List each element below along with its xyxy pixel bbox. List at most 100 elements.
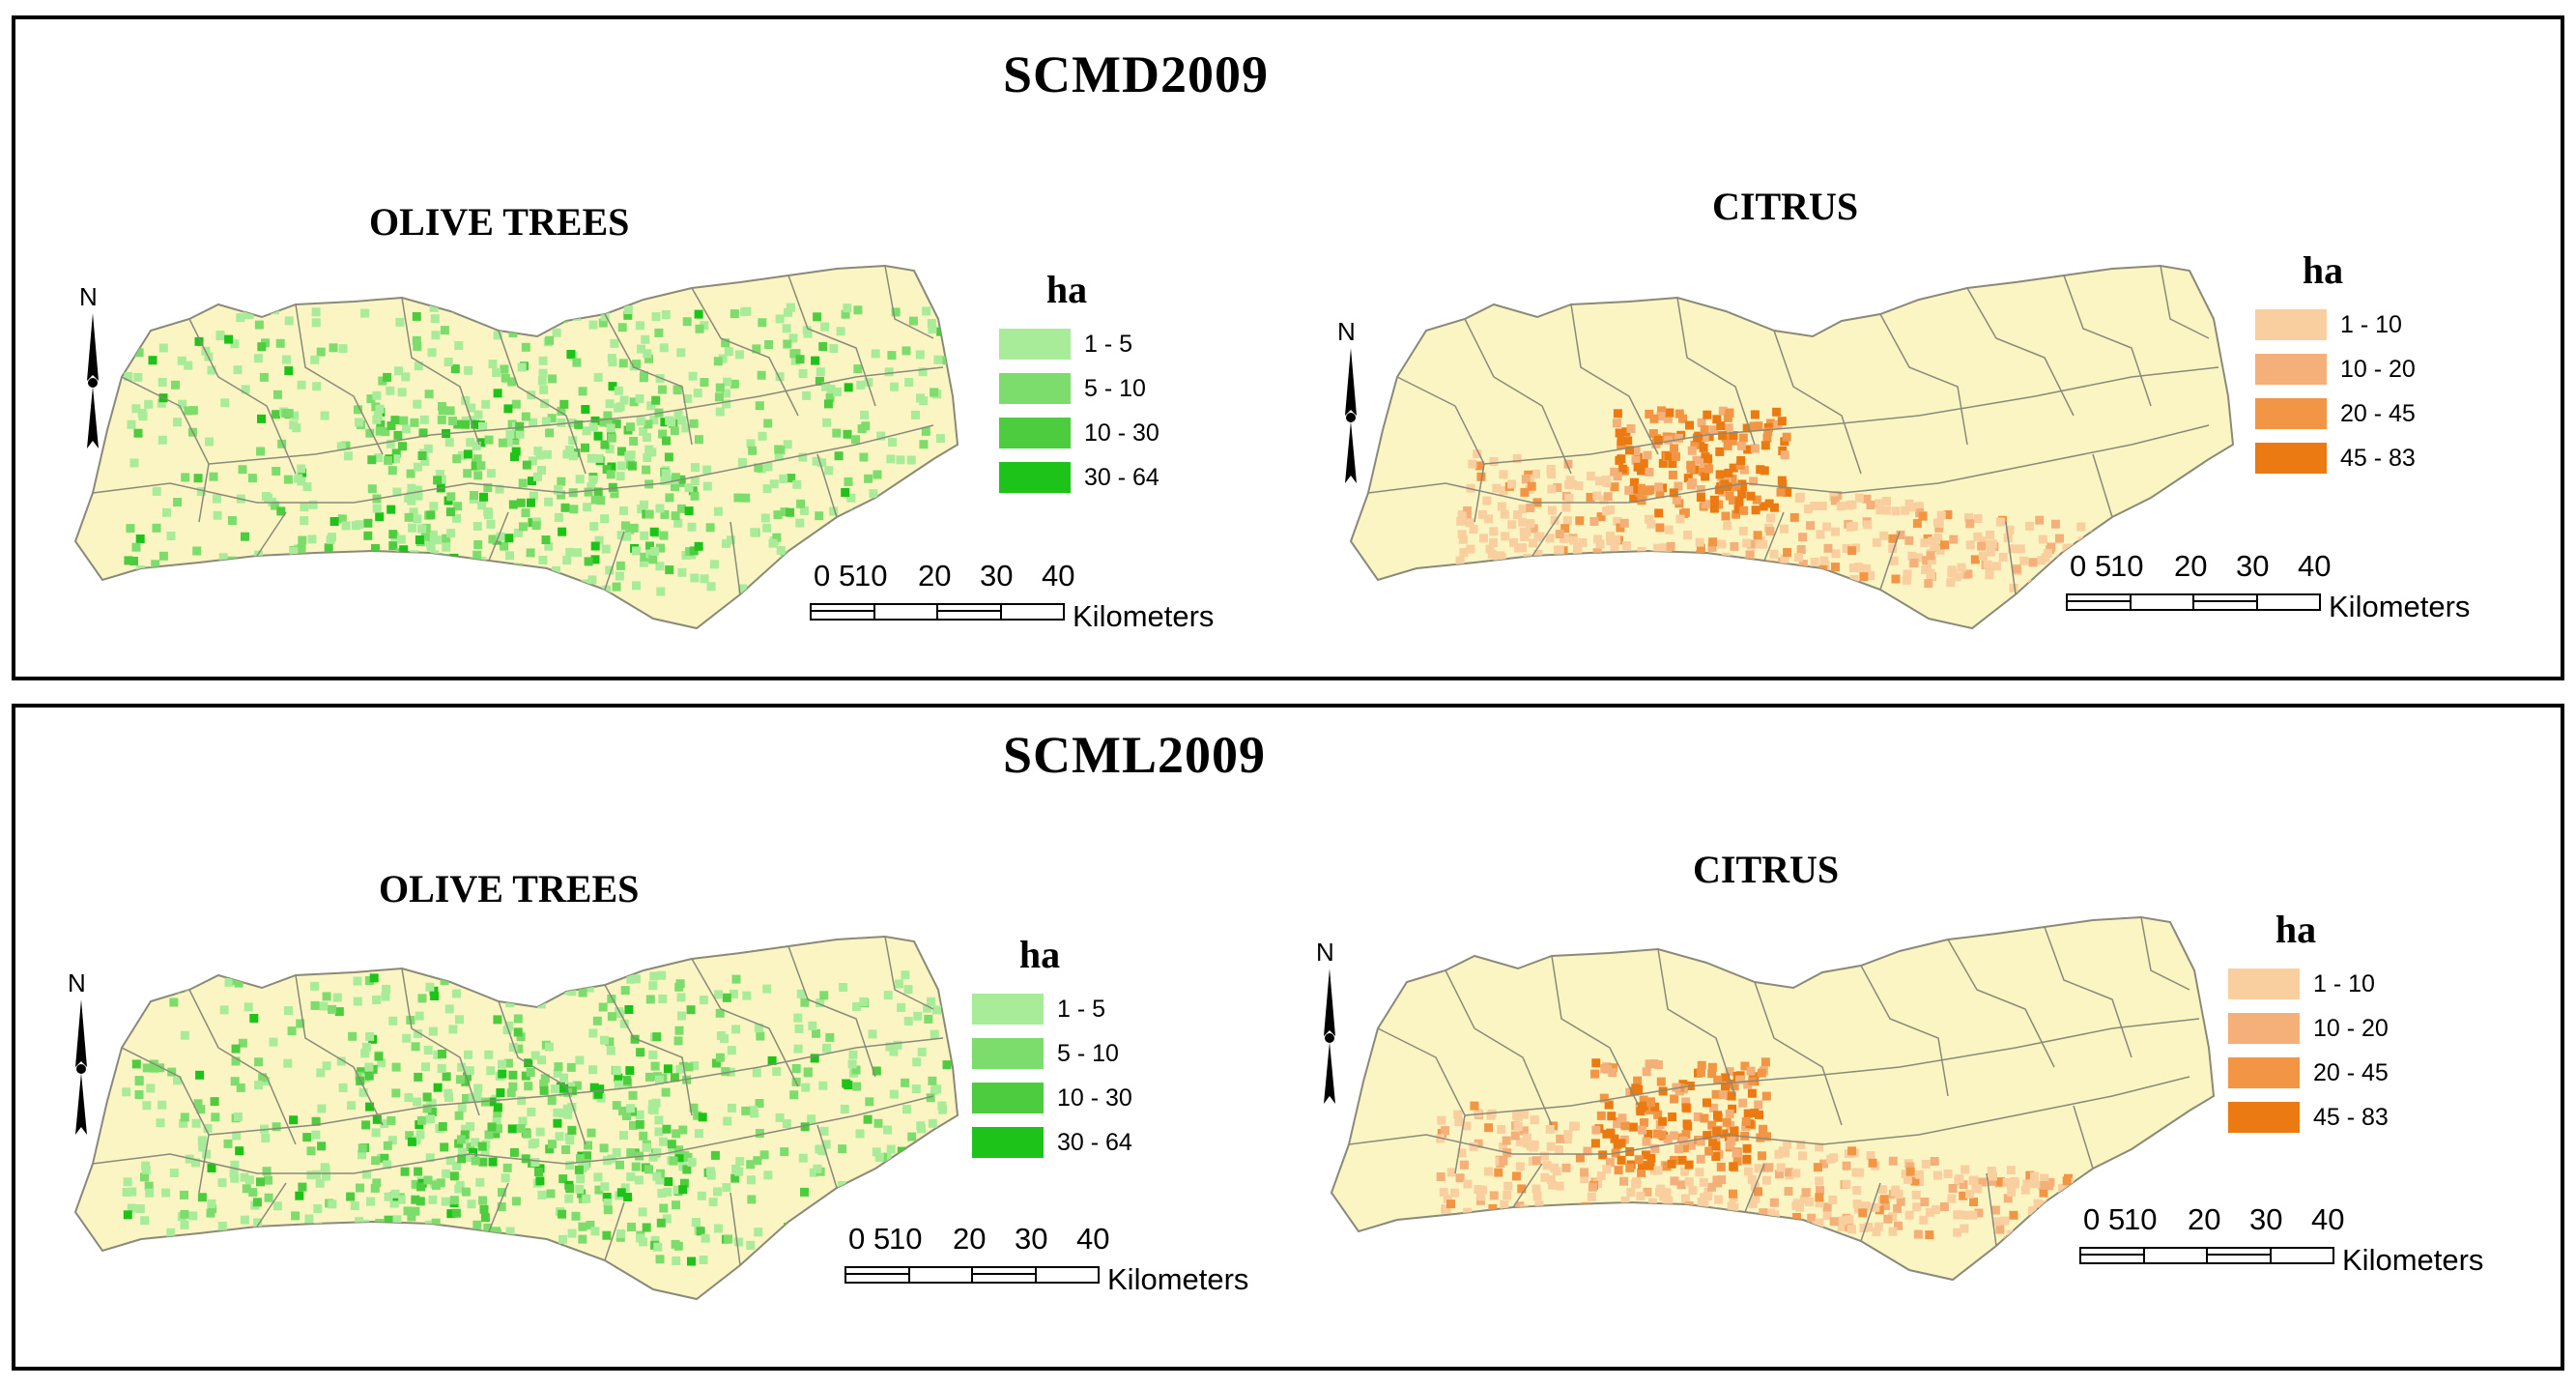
crop-cell (1878, 1185, 1887, 1195)
crop-cell (503, 581, 513, 591)
crop-cell (2025, 1170, 2035, 1180)
crop-cell (779, 474, 788, 483)
crop-cell (1842, 1161, 1851, 1170)
crop-cell (1563, 1130, 1573, 1140)
crop-cell (1872, 537, 1881, 547)
crop-cell (918, 1159, 928, 1169)
crop-cell (648, 981, 658, 991)
crop-cell (1455, 556, 1465, 565)
crop-cell (1653, 1060, 1663, 1070)
crop-cell (502, 1163, 512, 1172)
crop-cell (2123, 1182, 2132, 1192)
crop-cell (427, 1108, 437, 1116)
crop-cell (429, 303, 439, 312)
crop-cell (2101, 1180, 2110, 1190)
crop-cell (821, 382, 831, 391)
crop-cell (800, 1258, 810, 1268)
crop-cell (475, 1177, 485, 1187)
crop-cell (776, 545, 786, 555)
crop-cell (1532, 1192, 1542, 1201)
crop-cell (191, 1118, 201, 1128)
crop-cell (553, 1108, 562, 1117)
crop-cell (639, 500, 648, 509)
crop-cell (576, 1154, 585, 1164)
crop-cell (1443, 1194, 1452, 1203)
crop-cell (578, 988, 587, 997)
crop-cell (311, 318, 321, 328)
crop-cell (654, 1115, 664, 1125)
municipality-border (295, 303, 384, 455)
crop-cell (610, 338, 619, 348)
crop-cell (435, 470, 444, 479)
crop-cell (456, 565, 465, 575)
crop-cell (460, 1130, 470, 1140)
municipality-border (730, 521, 741, 595)
crop-cell (370, 1183, 380, 1193)
crop-cell (1712, 415, 1722, 424)
crop-cell (486, 519, 496, 529)
crop-cell (1683, 474, 1693, 483)
crop-cell (572, 358, 582, 367)
crop-cell (1468, 459, 1477, 469)
crop-cell (663, 1187, 673, 1197)
crop-cell (272, 1122, 281, 1132)
crop-cell (1669, 1131, 1678, 1141)
crop-cell (1709, 504, 1719, 513)
crop-cell (180, 1030, 189, 1040)
crop-cell (587, 453, 596, 463)
crop-cell (635, 1110, 644, 1119)
crop-cell (257, 414, 266, 423)
crop-cell (741, 493, 751, 503)
crop-cell (601, 544, 611, 554)
crop-cell (1760, 466, 1769, 476)
crop-cell (452, 513, 461, 523)
legend-unit: ha (2302, 248, 2344, 292)
crop-cell (248, 1188, 258, 1198)
crop-cell (687, 522, 697, 532)
crop-cell (1932, 1170, 1942, 1180)
crop-cell (122, 1188, 131, 1197)
crop-cell (236, 1083, 245, 1092)
crop-cell (632, 360, 642, 369)
crop-cell (876, 506, 886, 515)
crop-cell (407, 483, 416, 493)
legend-swatch (2255, 398, 2327, 429)
crop-cell (1742, 1154, 1752, 1164)
crop-cell (627, 1223, 636, 1231)
crop-cell (1751, 1194, 1760, 1203)
crop-cell (1586, 492, 1595, 502)
crop-cell (1922, 556, 1932, 565)
crop-cell (788, 333, 798, 343)
crop-cell (315, 585, 324, 594)
crop-cell (396, 1195, 406, 1204)
crop-cell (484, 1130, 494, 1140)
crop-cell (1715, 1210, 1725, 1220)
crop-cell (467, 403, 476, 413)
crop-cell (372, 504, 382, 513)
crop-cell (2058, 1237, 2068, 1247)
crop-cell (530, 1158, 540, 1167)
crop-cell (1580, 1168, 1589, 1177)
crop-cell (415, 535, 424, 544)
crop-cell (365, 1102, 375, 1112)
crop-cell (1685, 420, 1694, 430)
crop-cell (366, 1197, 375, 1206)
crop-cell (682, 317, 692, 327)
legend-row: 20 - 45 (2255, 391, 2448, 436)
crop-cell (1592, 491, 1602, 501)
crop-cell (1905, 1167, 1915, 1176)
crop-cell (328, 1199, 337, 1209)
crop-cell (414, 485, 422, 495)
crop-cell (802, 390, 812, 400)
crop-cell (660, 477, 670, 485)
crop-cell (893, 1040, 902, 1050)
crop-cell (2029, 1171, 2039, 1181)
crop-cell (818, 1233, 828, 1243)
crop-cell (690, 491, 700, 501)
crop-cell (564, 1194, 574, 1203)
panel-title: SCMD2009 (1003, 45, 1269, 103)
crop-cell (1648, 429, 1658, 438)
crop-cell (1907, 503, 1917, 512)
crop-cell (1489, 537, 1498, 547)
crop-cell (478, 1157, 488, 1167)
